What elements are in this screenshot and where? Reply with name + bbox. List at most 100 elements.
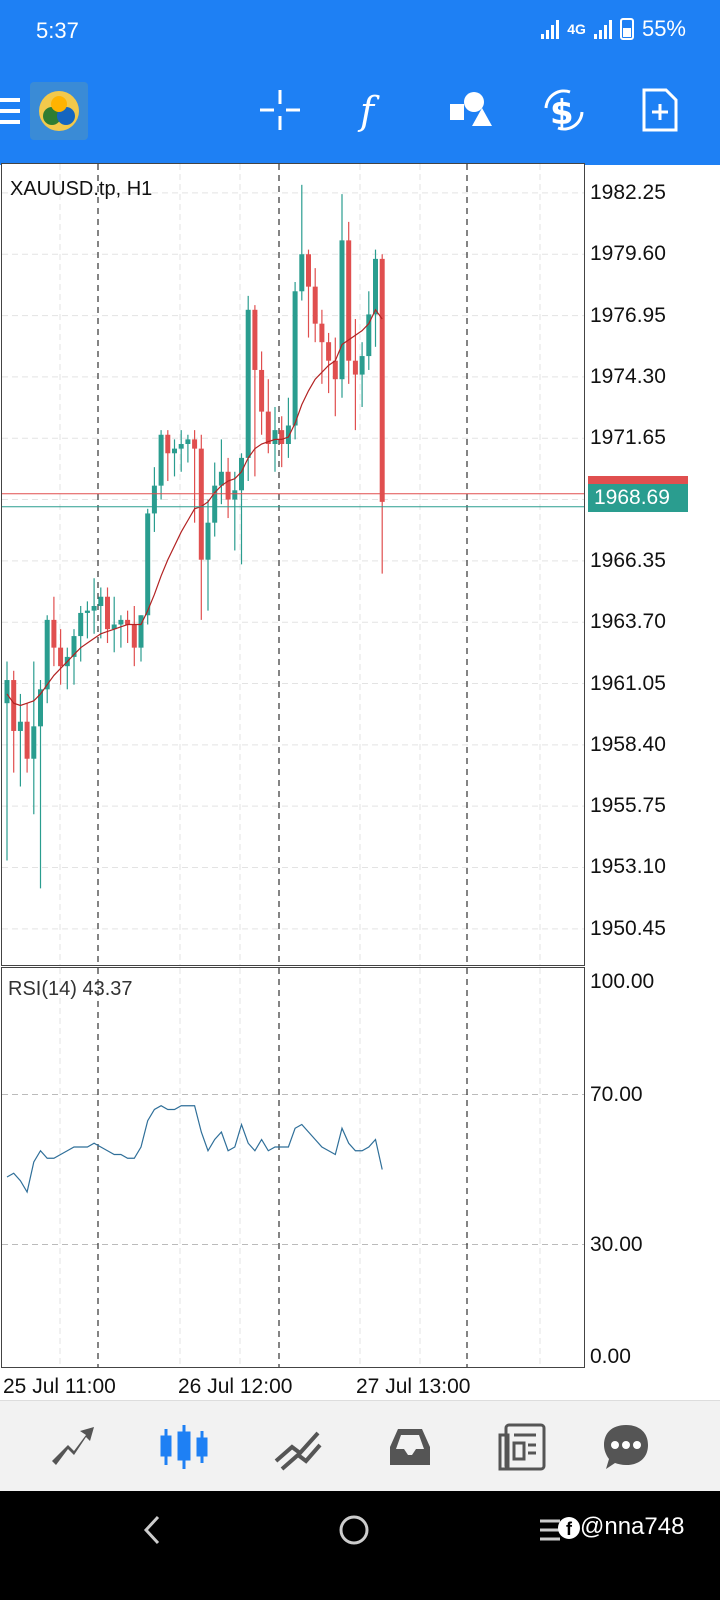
- candle-body: [78, 612, 84, 637]
- candle-body: [17, 721, 23, 731]
- candle-body: [346, 240, 352, 361]
- candle-body: [339, 240, 345, 380]
- candle-body: [373, 258, 378, 315]
- time-axis-label: 25 Jul 11:00: [3, 1375, 116, 1398]
- candle-body: [332, 360, 338, 380]
- candle-body: [198, 448, 204, 560]
- rsi-axis-label: 100.00: [590, 970, 655, 993]
- candle-body: [71, 636, 77, 657]
- current-price-tag: 1968.69: [588, 484, 688, 512]
- top-bar: 5:37 4G 55% f $: [0, 0, 720, 165]
- price-axis-label: 1979.60: [590, 242, 666, 266]
- candle-body: [359, 356, 365, 375]
- tab-quotes-icon[interactable]: [46, 1421, 98, 1473]
- back-icon: [143, 1515, 160, 1545]
- facebook-icon: f: [558, 1516, 580, 1539]
- candle-body: [245, 309, 251, 458]
- tab-news-icon[interactable]: [496, 1421, 548, 1473]
- rsi-chart[interactable]: [2, 968, 585, 1368]
- svg-text:$: $: [550, 93, 574, 133]
- candle-body: [185, 439, 191, 445]
- crosshair-icon[interactable]: [256, 86, 304, 134]
- candle-body: [105, 596, 110, 630]
- moving-average-line: [6, 308, 383, 707]
- status-icons: 4G 55%: [541, 16, 686, 42]
- candle-body: [252, 309, 258, 370]
- candle-body: [24, 721, 30, 759]
- price-axis-label: 1950.45: [590, 916, 666, 940]
- candle-body: [125, 619, 131, 625]
- battery-icon: [619, 18, 634, 40]
- candle-body: [239, 457, 244, 491]
- price-axis-label: 1974.30: [590, 364, 666, 388]
- candle-body: [379, 258, 385, 502]
- candle-body: [212, 485, 218, 523]
- price-chart-panel[interactable]: XAUUSD.tp, H1: [1, 163, 585, 966]
- signal-icon: [541, 19, 560, 39]
- app-logo[interactable]: [30, 82, 88, 140]
- candle-body: [306, 254, 311, 287]
- price-axis-label: 1961.05: [590, 671, 666, 695]
- candle-body: [91, 605, 97, 611]
- time-axis-label: 27 Jul 13:00: [356, 1375, 471, 1398]
- tab-history-icon[interactable]: [384, 1421, 436, 1473]
- candle-body: [131, 624, 137, 648]
- candle-body: [205, 522, 211, 560]
- candle-body: [118, 619, 124, 625]
- candle-body: [225, 471, 231, 500]
- candle-body: [259, 369, 265, 412]
- menu-icon[interactable]: [0, 98, 20, 124]
- candle-body: [299, 254, 305, 292]
- candle-body: [11, 680, 17, 731]
- candle-body: [151, 485, 157, 514]
- candle-body: [312, 286, 318, 324]
- candle-body: [172, 448, 177, 454]
- price-axis-label: 1955.75: [590, 794, 666, 818]
- tab-trade-icon[interactable]: [272, 1421, 324, 1473]
- price-chart[interactable]: [2, 164, 585, 966]
- tab-chart-icon[interactable]: [158, 1421, 210, 1473]
- price-axis-label: 1971.65: [590, 426, 666, 450]
- candle-body: [272, 430, 278, 445]
- svg-text:f: f: [357, 89, 380, 133]
- symbol-label: XAUUSD.tp, H1: [10, 178, 153, 200]
- recents-icon: [540, 1519, 560, 1541]
- candle-body: [285, 425, 291, 445]
- rsi-axis-label: 70.00: [590, 1082, 643, 1106]
- home-icon: [339, 1515, 369, 1545]
- bottom-nav: [0, 1400, 720, 1491]
- rsi-panel[interactable]: RSI(14) 43.37: [1, 967, 585, 1368]
- candle-body: [178, 444, 184, 449]
- candle-body: [265, 411, 271, 445]
- price-axis-label: 1958.40: [590, 732, 666, 756]
- candle-body: [232, 490, 238, 500]
- price-axis-label: 1966.35: [590, 548, 666, 572]
- candle-body: [38, 689, 43, 727]
- battery-percent: 55%: [641, 16, 686, 41]
- candle-body: [192, 439, 198, 449]
- trade-dollar-icon[interactable]: $: [540, 86, 588, 134]
- objects-icon[interactable]: [446, 86, 494, 134]
- candle-body: [279, 430, 285, 445]
- new-order-icon[interactable]: [636, 86, 684, 134]
- rsi-label: RSI(14) 43.37: [8, 978, 133, 1000]
- tab-chat-icon[interactable]: [600, 1421, 652, 1473]
- rsi-axis-label: 0.00: [590, 1345, 631, 1368]
- time-axis-label: 26 Jul 12:00: [178, 1375, 293, 1398]
- candle-body: [218, 471, 224, 486]
- candle-body: [292, 291, 298, 426]
- price-axis-label: 1953.10: [590, 855, 666, 879]
- candle-body: [51, 619, 57, 648]
- candle-body: [352, 360, 358, 375]
- indicator-f-icon[interactable]: f: [348, 86, 396, 134]
- price-axis-label: 1976.95: [590, 303, 666, 327]
- candle-body: [145, 513, 151, 616]
- system-nav-bar: [0, 1491, 720, 1600]
- candle-body: [84, 610, 90, 613]
- facebook-watermark: f @nna748: [558, 1513, 684, 1541]
- candle-body: [4, 680, 10, 704]
- candle-body: [31, 726, 37, 759]
- candle-body: [319, 323, 325, 343]
- rsi-axis-label: 30.00: [590, 1232, 643, 1256]
- price-axis-label: 1963.70: [590, 610, 666, 634]
